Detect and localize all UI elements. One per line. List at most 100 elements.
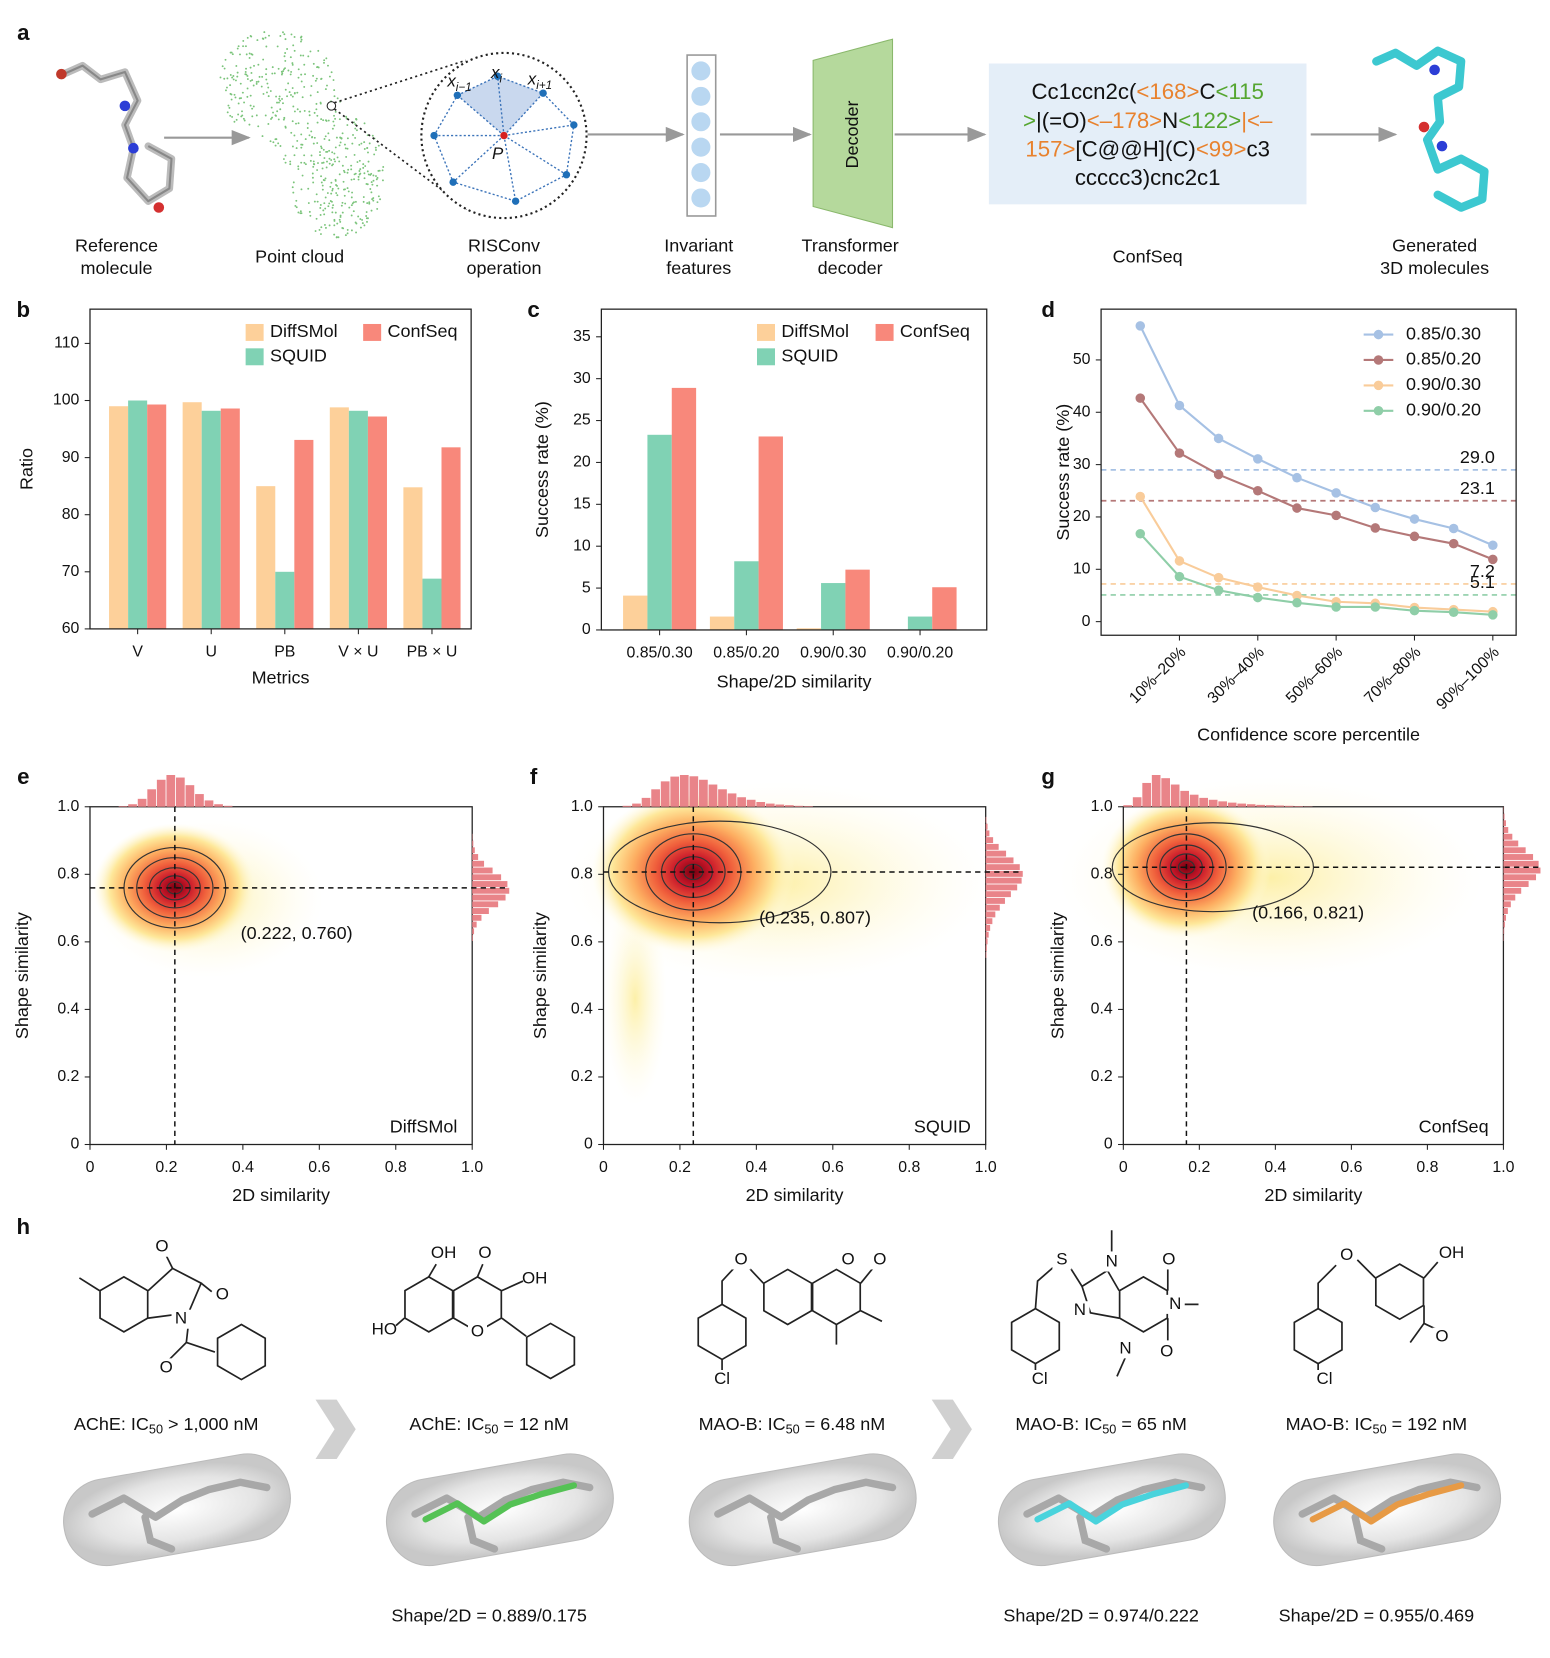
confseq-token: <99>	[1196, 136, 1247, 161]
cloud-point	[251, 107, 254, 110]
cloud-point	[278, 95, 281, 98]
activity-sub: 50	[1102, 1423, 1116, 1437]
cloud-point	[333, 233, 336, 236]
cloud-point	[346, 187, 349, 190]
cloud-point	[351, 191, 354, 194]
point	[1409, 605, 1420, 616]
cloud-point	[339, 214, 342, 217]
x-tick-label: 0.85/0.30	[626, 644, 692, 661]
activity-label: AChE: IC50 > 1,000 nM	[74, 1414, 259, 1437]
activity-label: MAO-B: IC50 = 192 nM	[1286, 1414, 1468, 1437]
cloud-point	[309, 94, 312, 97]
bar	[734, 561, 759, 630]
y-marginal-bar	[985, 951, 987, 958]
cloud-point	[320, 145, 323, 148]
activity-prefix: AChE: IC	[409, 1414, 484, 1434]
cloud-point	[228, 106, 231, 109]
cloud-point	[350, 178, 353, 181]
cloud-point	[323, 223, 326, 226]
cloud-point	[319, 154, 322, 157]
bar	[671, 387, 697, 630]
x-axis-label: Confidence score percentile	[1197, 725, 1420, 745]
cloud-point	[371, 183, 374, 186]
cloud-point	[237, 102, 240, 105]
y-tick-label: 10	[573, 537, 591, 554]
cloud-point	[235, 118, 238, 121]
cloud-point	[331, 189, 334, 192]
atom-bg	[1165, 1294, 1185, 1314]
cloud-point	[347, 190, 350, 193]
cloud-point	[317, 162, 319, 164]
cloud-point	[330, 71, 333, 74]
atom-label: O	[841, 1249, 854, 1268]
cloud-point	[362, 163, 365, 166]
cloud-point	[361, 222, 364, 225]
stick	[1076, 1513, 1111, 1553]
cloud-point	[362, 196, 365, 199]
cloud-point	[297, 68, 300, 71]
atom-bg	[1102, 1252, 1122, 1272]
bar	[845, 569, 870, 630]
cloud-point	[376, 201, 379, 204]
stick	[411, 1478, 594, 1521]
cloud-point	[317, 49, 320, 52]
cloud-point	[306, 122, 309, 125]
confseq-line: 157>[C@@H](C)<99>c3	[1025, 136, 1270, 161]
atom	[1436, 140, 1448, 152]
cloud-point	[292, 181, 295, 184]
atom-label: Cl	[1316, 1369, 1332, 1388]
cloud-point	[365, 211, 368, 213]
cloud-point	[357, 175, 360, 178]
y-tick-label: 1.0	[1091, 798, 1113, 815]
y-tick-label: 1.0	[57, 798, 79, 815]
cloud-point	[323, 213, 326, 216]
cloud-point	[342, 180, 345, 183]
cloud-point	[239, 53, 241, 56]
cloud-point	[329, 200, 332, 202]
cloud-point	[292, 105, 295, 108]
cloud-point	[284, 38, 287, 41]
cloud-point	[331, 187, 334, 190]
cloud-point	[358, 143, 361, 146]
cloud-point	[289, 56, 292, 59]
point	[1174, 571, 1185, 582]
cloud-point	[290, 33, 293, 36]
x-tick-label: 50%–60%	[1283, 644, 1346, 707]
y-marginal-bar	[472, 887, 510, 894]
cloud-point	[330, 159, 333, 161]
point	[1448, 523, 1459, 534]
bond	[1409, 1322, 1425, 1343]
y-marginal-bar	[1503, 867, 1541, 874]
y-axis-label: Shape similarity	[1047, 912, 1067, 1039]
bond	[860, 1309, 883, 1323]
cloud-point	[343, 171, 346, 174]
y-tick-label: 0.2	[571, 1068, 593, 1085]
y-marginal-bar	[1503, 881, 1529, 887]
cloud-point	[246, 36, 249, 39]
x-axis-label: 2D similarity	[1264, 1185, 1362, 1205]
cloud-point	[311, 176, 314, 179]
cloud-point	[265, 78, 268, 81]
legend-label: ConfSeq	[900, 321, 970, 341]
bond	[721, 1266, 736, 1305]
cloud-point	[267, 123, 270, 125]
y-tick-label: 5	[582, 579, 591, 596]
confseq-token: c3	[1247, 136, 1270, 161]
contour	[1111, 822, 1315, 913]
atom-label: O	[160, 1357, 173, 1376]
legend-swatch	[363, 323, 382, 341]
cloud-point	[335, 192, 338, 194]
cloud-point	[355, 231, 358, 234]
cloud-point	[371, 134, 374, 137]
similarity-label: Shape/2D = 0.955/0.469	[1279, 1605, 1475, 1625]
cloud-point	[319, 101, 322, 104]
cloud-point	[334, 110, 337, 113]
point	[1174, 556, 1185, 566]
cloud-point	[293, 134, 296, 137]
x-marginal-bar	[166, 775, 176, 807]
cloud-point	[339, 220, 342, 223]
cloud-point	[265, 45, 268, 48]
cloud-point	[377, 195, 380, 198]
cloud-point	[360, 142, 363, 145]
y-marginal-bar	[1503, 894, 1516, 901]
